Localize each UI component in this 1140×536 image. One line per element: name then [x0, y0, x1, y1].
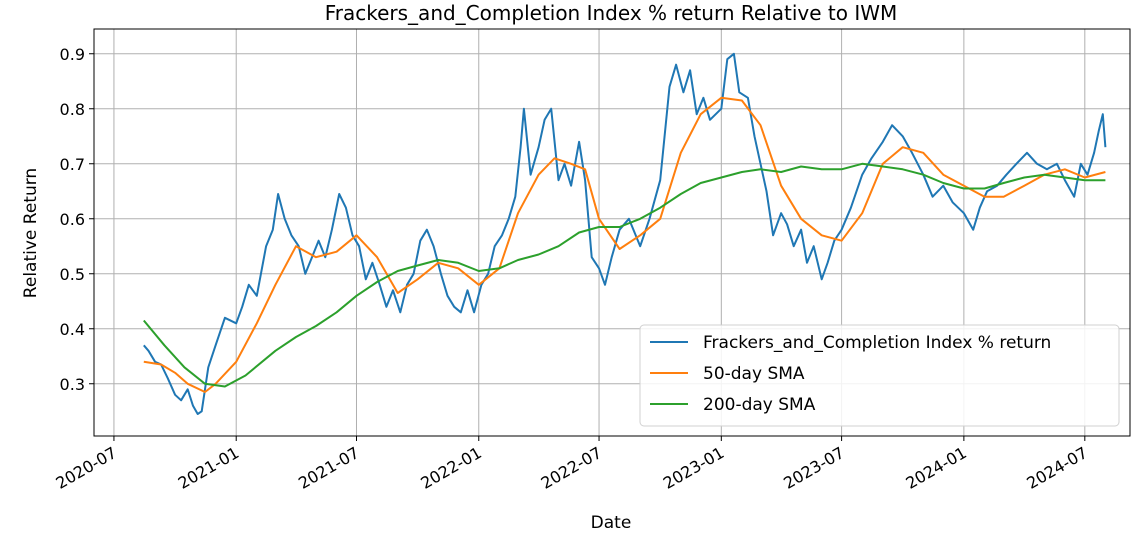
- x-tick-label: 2023-01: [660, 443, 727, 493]
- legend: Frackers_and_Completion Index % return 50…: [639, 324, 1120, 427]
- x-tick-label: 2022-01: [417, 443, 484, 493]
- legend-entry-1: 50-day SMA: [703, 364, 805, 384]
- x-axis-label: Date: [591, 513, 632, 533]
- legend-box: [639, 324, 1120, 427]
- y-axis: 0.3 0.4 0.5 0.6 0.7 0.8 0.9: [60, 45, 94, 394]
- x-tick-label: 2024-07: [1023, 443, 1090, 493]
- x-tick-label: 2022-07: [538, 443, 605, 493]
- x-tick-label: 2021-07: [295, 443, 362, 493]
- plot-frame: [93, 28, 1131, 437]
- series-line-2: [143, 162, 1106, 388]
- series-line-0: [143, 52, 1107, 415]
- y-tick-label: 0.7: [60, 155, 85, 174]
- x-tick-label: 2023-07: [780, 443, 847, 493]
- y-tick-label: 0.8: [60, 100, 85, 119]
- y-tick-label: 0.3: [60, 375, 85, 394]
- x-tick-label: 2024-01: [902, 443, 969, 493]
- series-line-1: [143, 96, 1106, 393]
- x-tick-label: 2021-01: [175, 443, 242, 493]
- x-axis: 2020-07 2021-01 2021-07 2022-01 2022-07 2023-…: [53, 436, 1091, 493]
- chart-title: Frackers_and_Completion Index % return R…: [325, 1, 898, 25]
- y-tick-label: 0.9: [60, 45, 85, 64]
- legend-entry-0: Frackers_and_Completion Index % return: [703, 333, 1051, 353]
- x-tick-label: 2020-07: [53, 443, 120, 493]
- y-axis-label: Relative Return: [21, 168, 41, 298]
- legend-entry-2: 200-day SMA: [703, 395, 816, 415]
- y-tick-label: 0.4: [60, 320, 85, 339]
- y-tick-label: 0.5: [60, 265, 85, 284]
- series-layer: [143, 52, 1107, 415]
- y-tick-label: 0.6: [60, 210, 85, 229]
